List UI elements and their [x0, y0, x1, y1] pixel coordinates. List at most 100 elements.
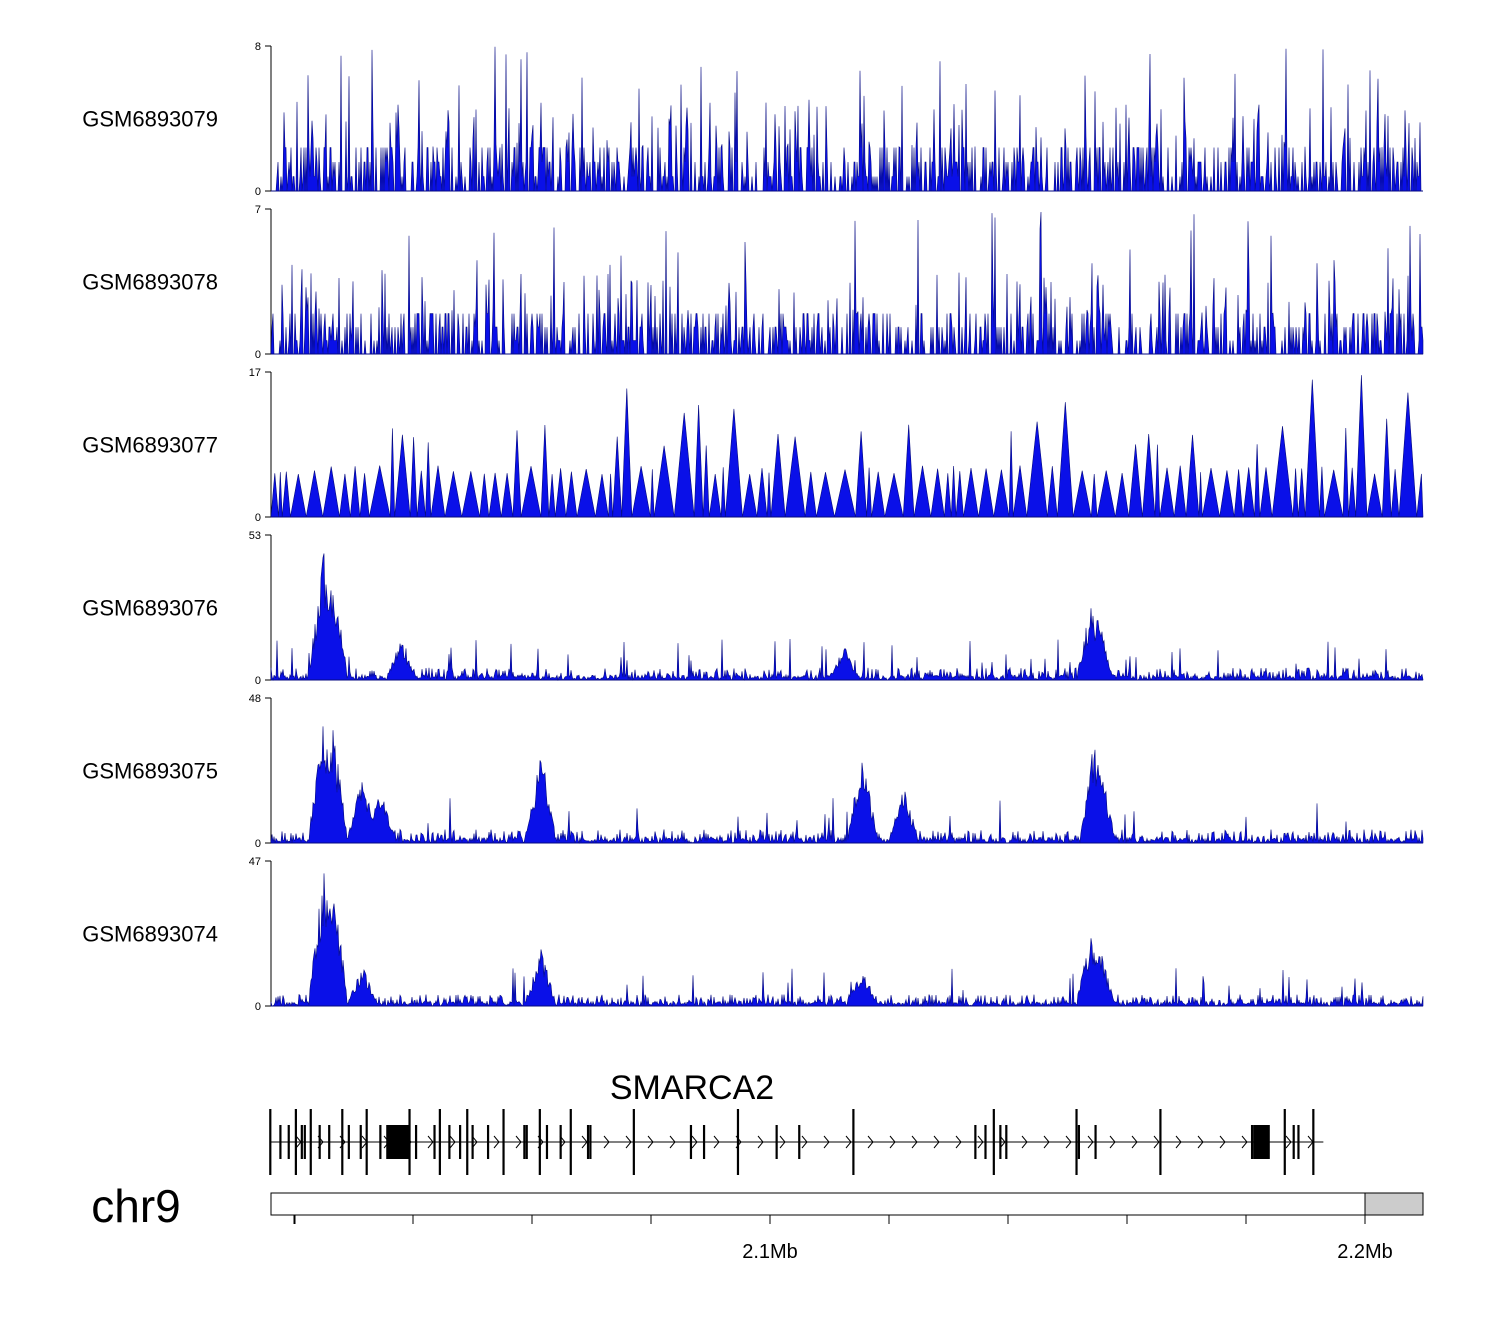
axis-tick-label: 2.1Mb [742, 1241, 798, 1263]
exon [992, 1109, 995, 1175]
strand-chevron [757, 1135, 764, 1149]
exon [300, 1125, 303, 1159]
exon [269, 1109, 272, 1175]
exon [736, 1109, 740, 1175]
track-ymax-label: 17 [249, 367, 261, 379]
exon [589, 1125, 592, 1159]
strand-chevron [1241, 1135, 1248, 1149]
strand-chevron [1285, 1135, 1292, 1149]
track-ymin-label: 0 [255, 838, 261, 850]
exon [1297, 1125, 1300, 1159]
exon [459, 1125, 462, 1159]
exon [984, 1125, 987, 1159]
exon [538, 1109, 541, 1175]
strand-chevron [955, 1135, 962, 1149]
exon-wide [1253, 1125, 1269, 1159]
axis-tick-label: 2.2Mb [1337, 1241, 1393, 1263]
track-GSM6893078: GSM6893078 7 0 [82, 204, 1424, 361]
exon [433, 1125, 436, 1159]
strand-chevron [911, 1135, 918, 1149]
track-GSM6893074: GSM6893074 47 0 [82, 856, 1424, 1013]
track-label: GSM6893075 [82, 759, 218, 784]
track-GSM6893075: GSM6893075 48 0 [82, 693, 1424, 850]
strand-chevron [1131, 1135, 1138, 1149]
track-ymax-label: 47 [249, 856, 261, 868]
exon [852, 1109, 855, 1175]
exon [702, 1125, 706, 1159]
exon [1312, 1109, 1315, 1175]
strand-chevron [867, 1135, 874, 1149]
exon [438, 1109, 441, 1175]
strand-chevron [889, 1135, 896, 1149]
exon [525, 1125, 528, 1159]
strand-chevron [449, 1135, 456, 1149]
exon [1094, 1125, 1097, 1159]
exon [1005, 1125, 1008, 1159]
exon [1250, 1125, 1254, 1159]
track-GSM6893076: GSM6893076 53 0 [82, 530, 1424, 687]
strand-chevron [977, 1135, 984, 1149]
strand-chevron [801, 1135, 808, 1149]
exon [486, 1125, 490, 1159]
exon [341, 1109, 344, 1175]
coverage-area [270, 726, 1424, 845]
track-GSM6893077: GSM6893077 17 0 [82, 367, 1424, 524]
strand-chevron [779, 1135, 786, 1149]
exon [448, 1125, 451, 1159]
track-ymin-label: 0 [255, 186, 261, 198]
exon [999, 1125, 1002, 1159]
track-label: GSM6893074 [82, 922, 218, 947]
ideogram-shaded-band [1364, 1192, 1424, 1216]
exon [1267, 1125, 1270, 1159]
exon [798, 1125, 801, 1159]
exon [1077, 1125, 1081, 1159]
strand-chevron [427, 1135, 434, 1149]
coverage-area [270, 873, 1424, 1008]
exon [586, 1125, 590, 1159]
strand-chevron [933, 1135, 940, 1149]
exon [1283, 1109, 1286, 1175]
strand-chevron [1153, 1135, 1160, 1149]
strand-chevron [493, 1135, 500, 1149]
exon [689, 1125, 693, 1159]
exon [309, 1109, 312, 1175]
strand-chevron [1197, 1135, 1204, 1149]
track-label: GSM6893076 [82, 596, 218, 621]
track-GSM6893079: GSM6893079 8 0 [82, 41, 1423, 198]
exon [287, 1125, 290, 1159]
exon-wide [386, 1125, 411, 1159]
ideogram-band [270, 1192, 1424, 1216]
strand-chevron [823, 1135, 830, 1149]
strand-chevron [691, 1135, 698, 1149]
track-ymin-label: 0 [255, 1001, 261, 1013]
strand-chevron [669, 1135, 676, 1149]
exon [502, 1109, 505, 1175]
track-ymax-label: 8 [255, 41, 261, 53]
exon [569, 1109, 572, 1175]
strand-chevron [1109, 1135, 1116, 1149]
coverage-area [271, 46, 1423, 192]
exon [294, 1109, 297, 1175]
exon [523, 1125, 526, 1159]
exon [974, 1125, 977, 1159]
exon [632, 1109, 635, 1175]
track-ymin-label: 0 [255, 512, 261, 524]
strand-chevron [1065, 1135, 1072, 1149]
track-ymin-label: 0 [255, 675, 261, 687]
track-label: GSM6893078 [82, 270, 218, 295]
strand-chevron [1043, 1135, 1050, 1149]
exon [1159, 1109, 1162, 1175]
strand-chevron [713, 1135, 720, 1149]
strand-chevron [1087, 1135, 1094, 1149]
exon [303, 1125, 306, 1159]
track-label: GSM6893077 [82, 433, 218, 458]
strand-chevron [647, 1135, 654, 1149]
track-label: GSM6893079 [82, 107, 218, 132]
strand-chevron [1021, 1135, 1028, 1149]
strand-chevron [1175, 1135, 1182, 1149]
gene-model: SMARCA2 [269, 1069, 1324, 1175]
track-ymax-label: 48 [249, 693, 261, 705]
exon [545, 1125, 549, 1159]
exon [379, 1125, 382, 1159]
